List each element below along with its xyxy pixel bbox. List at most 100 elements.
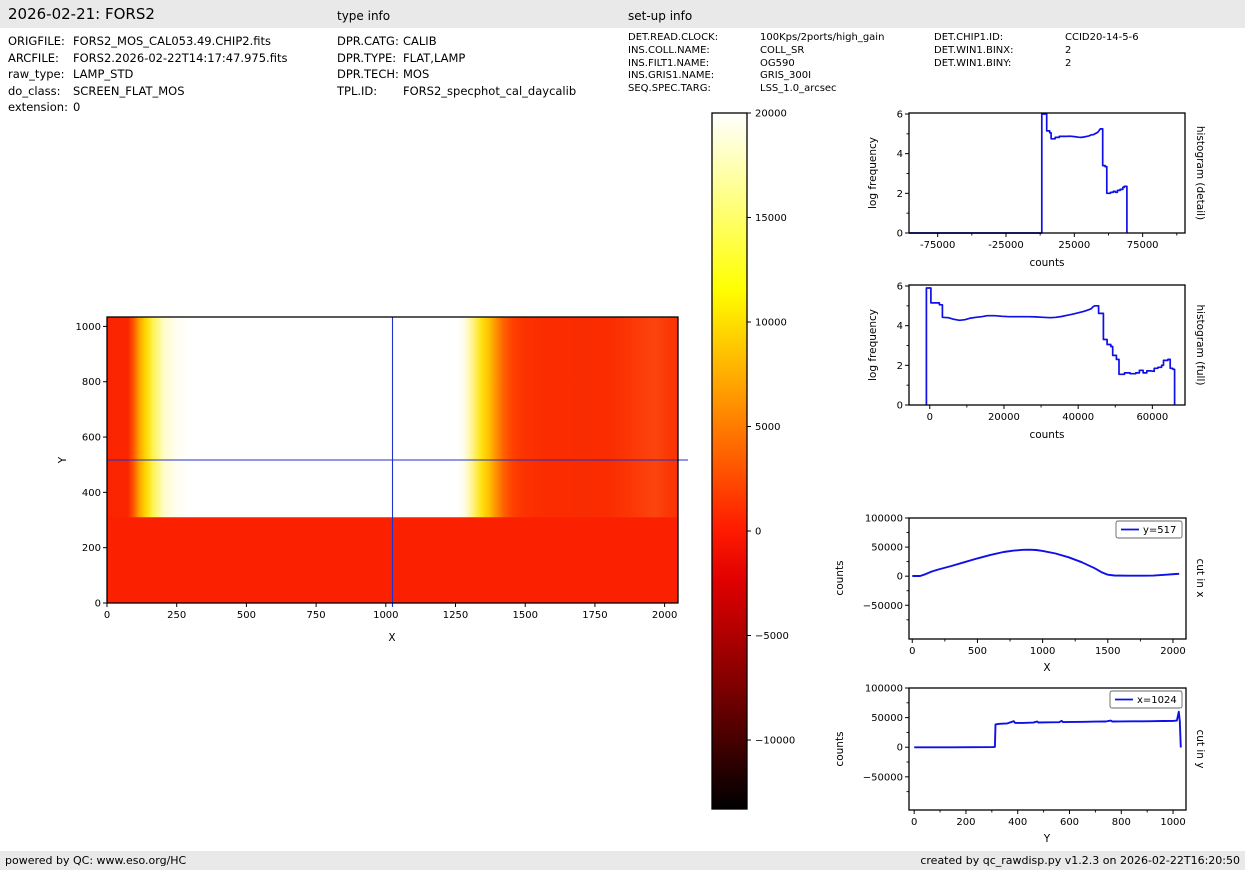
setup-info-row: DET.WIN1.BINY: 2: [934, 58, 1139, 71]
svg-text:histogram (full): histogram (full): [1194, 305, 1206, 386]
svg-text:1000: 1000: [373, 610, 398, 621]
svg-text:25000: 25000: [1058, 240, 1090, 251]
field-label: extension:: [8, 100, 68, 115]
type-info-heading: type info: [337, 9, 391, 23]
field-value: 100Kps/2ports/high_gain: [760, 32, 885, 43]
svg-text:800: 800: [82, 377, 101, 388]
svg-text:4: 4: [897, 321, 903, 332]
svg-text:counts: counts: [834, 560, 846, 595]
svg-text:counts: counts: [1029, 257, 1064, 269]
svg-text:600: 600: [1060, 817, 1079, 828]
svg-text:0: 0: [897, 229, 903, 240]
svg-text:10000: 10000: [755, 318, 787, 329]
setup-info-row: DET.CHIP1.ID: CCID20-14-5-6: [934, 32, 1139, 45]
field-label: DET.WIN1.BINY:: [934, 57, 1012, 69]
file-info-row: extension: 0: [8, 99, 287, 116]
hist-full-plot: 0 20000 40000 60000 0 2 4 6 counts log frequency h…: [867, 281, 1206, 441]
svg-text:15000: 15000: [755, 213, 787, 224]
svg-text:counts: counts: [1029, 429, 1064, 441]
file-info-row: ARCFILE: FORS2.2026-02-22T14:17:47.975.fi…: [8, 50, 287, 67]
legend: y=517: [1115, 520, 1183, 539]
svg-text:1500: 1500: [1095, 646, 1120, 657]
svg-text:0: 0: [927, 412, 933, 423]
svg-text:500: 500: [237, 610, 256, 621]
field-value: OG590: [760, 57, 795, 69]
svg-text:X: X: [388, 632, 395, 644]
svg-text:−5000: −5000: [755, 631, 789, 642]
svg-text:50000: 50000: [871, 543, 903, 554]
svg-text:log frequency: log frequency: [867, 137, 879, 209]
setup-info-row: DET.READ.CLOCK: 100Kps/2ports/high_gain: [628, 32, 884, 45]
svg-text:histogram (detail): histogram (detail): [1194, 126, 1206, 220]
field-label: DPR.TECH:: [337, 67, 399, 82]
field-value: FLAT,LAMP: [403, 50, 466, 65]
setup-info-row: INS.FILT1.NAME: OG590: [628, 58, 884, 71]
svg-text:0: 0: [911, 817, 917, 828]
page-title: 2026-02-21: FORS2: [8, 5, 155, 23]
field-label: ORIGFILE:: [8, 34, 65, 48]
legend: x=1024: [1109, 690, 1183, 709]
file-info-row: ORIGFILE: FORS2_MOS_CAL053.49.CHIP2.fits: [8, 33, 287, 50]
svg-text:1000: 1000: [1030, 646, 1055, 657]
svg-text:250: 250: [167, 610, 186, 621]
field-value: SCREEN_FLAT_MOS: [73, 83, 185, 98]
svg-text:cut in x: cut in x: [1194, 558, 1206, 597]
svg-text:600: 600: [82, 433, 101, 444]
field-label: INS.GRIS1.NAME:: [628, 70, 715, 82]
svg-text:5000: 5000: [755, 422, 780, 433]
cut-x-plot: 0 500 1000 1500 2000 100000 50000 0 −50000 Xcount…: [834, 514, 1206, 675]
svg-text:0: 0: [95, 599, 101, 610]
field-value: FORS2.2026-02-22T14:17:47.975.fits: [73, 50, 288, 65]
field-label: TPL.ID:: [337, 83, 378, 98]
file-info-row: do_class: SCREEN_FLAT_MOS: [8, 83, 287, 100]
svg-text:Y: Y: [57, 456, 69, 464]
svg-text:75000: 75000: [1127, 240, 1159, 251]
field-value: COLL_SR: [760, 44, 805, 56]
svg-text:20000: 20000: [988, 412, 1020, 423]
svg-text:Y: Y: [1043, 833, 1051, 845]
svg-text:1750: 1750: [582, 610, 607, 621]
field-value: CCID20-14-5-6: [1065, 32, 1139, 43]
svg-text:100000: 100000: [865, 684, 903, 695]
svg-text:6: 6: [897, 109, 903, 120]
svg-text:1500: 1500: [512, 610, 537, 621]
svg-text:log frequency: log frequency: [867, 309, 879, 381]
svg-text:1000: 1000: [76, 322, 101, 333]
svg-text:0: 0: [755, 527, 761, 538]
svg-text:500: 500: [968, 646, 987, 657]
svg-text:X: X: [1043, 662, 1050, 674]
field-label: do_class:: [8, 83, 61, 98]
field-value: LSS_1.0_arcsec: [760, 83, 837, 95]
svg-text:2000: 2000: [652, 610, 677, 621]
svg-text:100000: 100000: [865, 514, 903, 525]
svg-text:400: 400: [82, 488, 101, 499]
svg-text:750: 750: [307, 610, 326, 621]
svg-text:2: 2: [897, 361, 903, 372]
svg-text:−10000: −10000: [755, 736, 795, 747]
field-label: DPR.CATG:: [337, 34, 399, 48]
footer-bar: powered by QC: www.eso.org/HC created by…: [0, 851, 1245, 870]
svg-text:40000: 40000: [1062, 412, 1094, 423]
svg-text:x=1024: x=1024: [1137, 695, 1177, 706]
setup-info-block-2: DET.CHIP1.ID: CCID20-14-5-6 DET.WIN1.BINX…: [934, 32, 1139, 70]
field-label: DPR.TYPE:: [337, 50, 397, 65]
field-value: GRIS_300I: [760, 70, 812, 82]
svg-text:1250: 1250: [443, 610, 468, 621]
type-info-block: DPR.CATG: CALIB DPR.TYPE: FLAT,LAMP DPR.TE…: [337, 33, 576, 99]
footer-left-text: powered by QC: www.eso.org/HC: [5, 854, 187, 867]
setup-info-row: DET.WIN1.BINX: 2: [934, 45, 1139, 58]
colorbar-plot: 20000 15000 10000 5000 0 −5000 −10000: [711, 109, 795, 810]
svg-text:6: 6: [897, 281, 903, 292]
svg-text:200: 200: [956, 817, 975, 828]
svg-text:0: 0: [897, 743, 903, 754]
svg-text:0: 0: [897, 401, 903, 412]
svg-text:−50000: −50000: [863, 601, 903, 612]
svg-text:-75000: -75000: [920, 240, 955, 251]
field-value: LAMP_STD: [73, 67, 134, 82]
file-info-block: ORIGFILE: FORS2_MOS_CAL053.49.CHIP2.fits …: [8, 33, 287, 116]
svg-text:20000: 20000: [755, 109, 787, 120]
setup-info-block-1: DET.READ.CLOCK: 100Kps/2ports/high_gain I…: [628, 32, 884, 96]
setup-info-heading: set-up info: [628, 9, 693, 23]
